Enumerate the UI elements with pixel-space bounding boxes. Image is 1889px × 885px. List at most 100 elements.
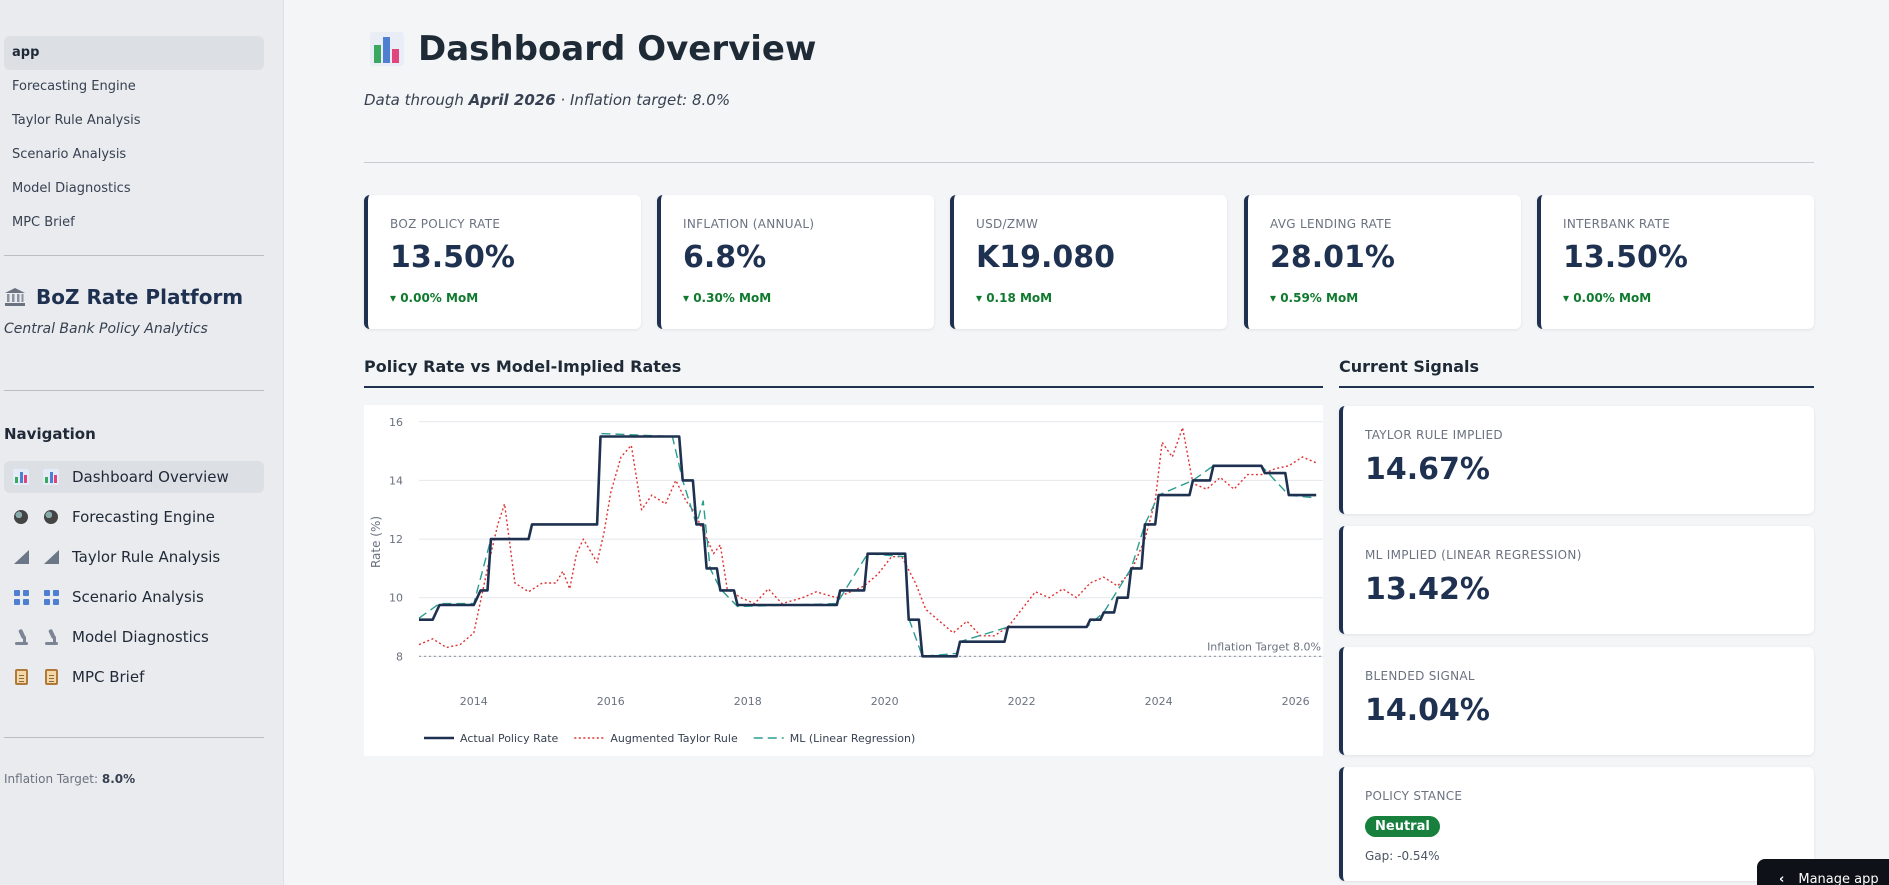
- kpi-card-inflation: INFLATION (ANNUAL) 6.8% ▾ 0.30% MoM: [657, 195, 934, 329]
- signal-label: ML IMPLIED (LINEAR REGRESSION): [1365, 548, 1582, 562]
- signals-section-title: Current Signals: [1339, 357, 1480, 376]
- triangle-ruler-icon: [12, 548, 30, 566]
- signal-value: 14.67%: [1365, 452, 1490, 487]
- y-axis-label: Rate (%): [369, 516, 383, 568]
- clipboard-icon: [42, 668, 60, 686]
- signal-label: BLENDED SIGNAL: [1365, 669, 1475, 683]
- chart-section-rule: [364, 386, 1323, 388]
- y-tick-label: 8: [396, 650, 403, 663]
- x-tick-label: 2022: [1008, 695, 1036, 708]
- page-link-scenario-analysis[interactable]: Scenario Analysis: [12, 147, 127, 162]
- kpi-label: USD/ZMW: [976, 217, 1039, 231]
- brand-subtitle: Central Bank Policy Analytics: [4, 321, 208, 337]
- kpi-value: K19.080: [976, 240, 1116, 275]
- bank-icon: [4, 287, 26, 307]
- signal-label: POLICY STANCE: [1365, 789, 1463, 803]
- kpi-label: INTERBANK RATE: [1563, 217, 1671, 231]
- inflation-target-label: Inflation Target 8.0%: [1207, 640, 1321, 653]
- series-line-dashed: [418, 432, 1317, 657]
- kpi-value: 13.50%: [390, 240, 515, 275]
- nav-item-mpc-brief[interactable]: MPC Brief: [4, 661, 264, 693]
- nav-heading: Navigation: [4, 425, 96, 443]
- kpi-change: ▾ 0.18 MoM: [976, 291, 1053, 305]
- sidebar-footer: Inflation Target: 8.0%: [4, 772, 135, 786]
- kpi-label: BOZ POLICY RATE: [390, 217, 501, 231]
- nav-item-scenario-analysis[interactable]: Scenario Analysis: [4, 581, 264, 613]
- y-tick-label: 16: [389, 416, 403, 429]
- brand-title: BoZ Rate Platform: [36, 285, 244, 309]
- header-divider: [364, 162, 1814, 163]
- page-link-forecasting-engine[interactable]: Forecasting Engine: [12, 79, 136, 94]
- x-tick-label: 2014: [460, 695, 488, 708]
- x-tick-label: 2020: [871, 695, 899, 708]
- signal-card-policy-stance: POLICY STANCE Neutral Gap: -0.54%: [1339, 767, 1814, 881]
- legend-label: Augmented Taylor Rule: [610, 732, 738, 745]
- signal-card-ml: ML IMPLIED (LINEAR REGRESSION) 13.42%: [1339, 526, 1814, 634]
- kpi-card-policy-rate: BOZ POLICY RATE 13.50% ▾ 0.00% MoM: [364, 195, 641, 329]
- stance-gap: Gap: -0.54%: [1365, 849, 1440, 863]
- grid-icon: [42, 588, 60, 606]
- legend-label: ML (Linear Regression): [790, 732, 916, 745]
- kpi-change: ▾ 0.00% MoM: [1563, 291, 1652, 305]
- nav-item-label: Dashboard Overview: [72, 468, 229, 486]
- sidebar-divider: [4, 390, 264, 391]
- sidebar-divider: [4, 255, 264, 256]
- footer-value: 8.0%: [101, 772, 136, 786]
- kpi-change: ▾ 0.30% MoM: [683, 291, 772, 305]
- page-title-text: Dashboard Overview: [418, 29, 817, 69]
- nav-item-dashboard-overview[interactable]: Dashboard Overview: [4, 461, 264, 493]
- x-tick-label: 2016: [597, 695, 625, 708]
- kpi-card-lending-rate: AVG LENDING RATE 28.01% ▾ 0.59% MoM: [1244, 195, 1521, 329]
- crystal-ball-icon: [42, 508, 60, 526]
- chart-section-title: Policy Rate vs Model-Implied Rates: [364, 357, 682, 376]
- nav-item-forecasting-engine[interactable]: Forecasting Engine: [4, 501, 264, 533]
- page-link-app[interactable]: app: [4, 36, 264, 70]
- nav-item-label: Taylor Rule Analysis: [72, 548, 221, 566]
- policy-rate-chart[interactable]: 8 10 12 14 16 2014 2016 2018 2020 2022 2024 2026 Rat…: [364, 405, 1323, 756]
- kpi-label: INFLATION (ANNUAL): [683, 217, 815, 231]
- microscope-icon: [12, 628, 30, 646]
- kpi-change: ▾ 0.00% MoM: [390, 291, 479, 305]
- kpi-value: 28.01%: [1270, 240, 1395, 275]
- series-line-dotted: [418, 427, 1317, 649]
- signal-card-taylor: TAYLOR RULE IMPLIED 14.67%: [1339, 406, 1814, 514]
- signals-section-rule: [1339, 386, 1814, 388]
- data-through-date: April 2026: [468, 91, 556, 109]
- kpi-label: AVG LENDING RATE: [1270, 217, 1392, 231]
- nav-item-label: Model Diagnostics: [72, 628, 209, 646]
- page-link-taylor-rule-analysis[interactable]: Taylor Rule Analysis: [12, 113, 141, 128]
- chart-svg: 8 10 12 14 16 2014 2016 2018 2020 2022 2024 2026 Rat…: [369, 416, 1323, 745]
- chevron-left-icon: ‹: [1779, 872, 1785, 885]
- sidebar-divider: [4, 737, 264, 738]
- nav-item-model-diagnostics[interactable]: Model Diagnostics: [4, 621, 264, 653]
- page-link-model-diagnostics[interactable]: Model Diagnostics: [12, 181, 131, 196]
- bar-chart-icon: [42, 468, 60, 486]
- nav-item-label: Scenario Analysis: [72, 588, 204, 606]
- y-tick-label: 10: [389, 592, 403, 605]
- signal-value: 13.42%: [1365, 572, 1490, 607]
- kpi-value: 6.8%: [683, 240, 767, 275]
- brand: BoZ Rate Platform Central Bank Policy An…: [4, 283, 274, 337]
- microscope-icon: [42, 628, 60, 646]
- nav-item-label: MPC Brief: [72, 668, 145, 686]
- page-link-mpc-brief[interactable]: MPC Brief: [12, 215, 75, 230]
- x-tick-label: 2018: [734, 695, 762, 708]
- x-tick-label: 2026: [1282, 695, 1310, 708]
- data-through-line: Data through April 2026 · Inflation targ…: [364, 91, 731, 109]
- series-line-solid: [419, 435, 1317, 658]
- manage-app-button[interactable]: ‹ Manage app: [1757, 859, 1889, 885]
- kpi-change: ▾ 0.59% MoM: [1270, 291, 1359, 305]
- kpi-value: 13.50%: [1563, 240, 1688, 275]
- signal-value: 14.04%: [1365, 693, 1490, 728]
- triangle-ruler-icon: [42, 548, 60, 566]
- sidebar: app Forecasting Engine Taylor Rule Analy…: [0, 0, 284, 885]
- kpi-card-usd-zmw: USD/ZMW K19.080 ▾ 0.18 MoM: [950, 195, 1227, 329]
- footer-label: Inflation Target:: [4, 772, 99, 786]
- nav-item-label: Forecasting Engine: [72, 508, 215, 526]
- y-tick-label: 14: [389, 474, 403, 487]
- bar-chart-icon: [12, 468, 30, 486]
- signal-label: TAYLOR RULE IMPLIED: [1365, 428, 1503, 442]
- nav-item-taylor-rule-analysis[interactable]: Taylor Rule Analysis: [4, 541, 264, 573]
- bar-chart-icon: [370, 32, 404, 66]
- nav-list: Dashboard Overview Forecasting Engine Ta…: [4, 461, 264, 701]
